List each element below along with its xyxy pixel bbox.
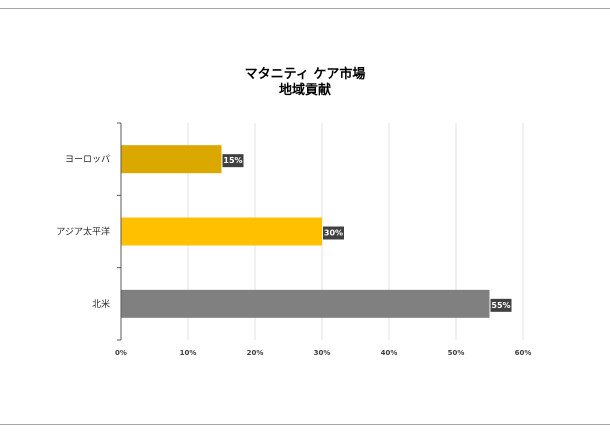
x-tick-label-3: 30% [314,349,331,357]
data-label-bg-0 [222,154,244,168]
x-tick-label-6: 60% [515,349,532,357]
x-tick-label-2: 20% [247,349,264,357]
data-label-0: 15% [223,156,242,165]
x-axis-ticks: 0% 10% 20% 30% 40% 50% 60% [115,349,531,357]
x-tick-label-0: 0% [115,349,127,357]
bar-2 [121,289,490,318]
y-axis [117,122,122,341]
x-tick-label-5: 50% [448,349,465,357]
x-tick-label-4: 40% [381,349,398,357]
bottom-border-line [0,424,610,425]
data-label-2: 55% [491,301,510,310]
chart-subtitle: 地域貢献 [279,82,331,98]
category-label-1: アジア太平洋 [56,226,110,238]
bar-1 [121,217,322,246]
category-label-0: ヨーロッパ [65,154,110,165]
category-label-2: 北米 [92,298,110,310]
data-label-1: 30% [324,229,343,238]
chart-title: マタニティ ケア市場 [245,66,366,82]
data-label-bg-2 [490,298,512,312]
bars: ヨーロッパ 15% アジア太平洋 30% 北米 55% [56,145,512,318]
bar-0 [121,145,222,174]
top-border-line [0,8,610,9]
data-label-bg-1 [323,226,344,240]
x-tick-label-1: 10% [180,349,197,357]
